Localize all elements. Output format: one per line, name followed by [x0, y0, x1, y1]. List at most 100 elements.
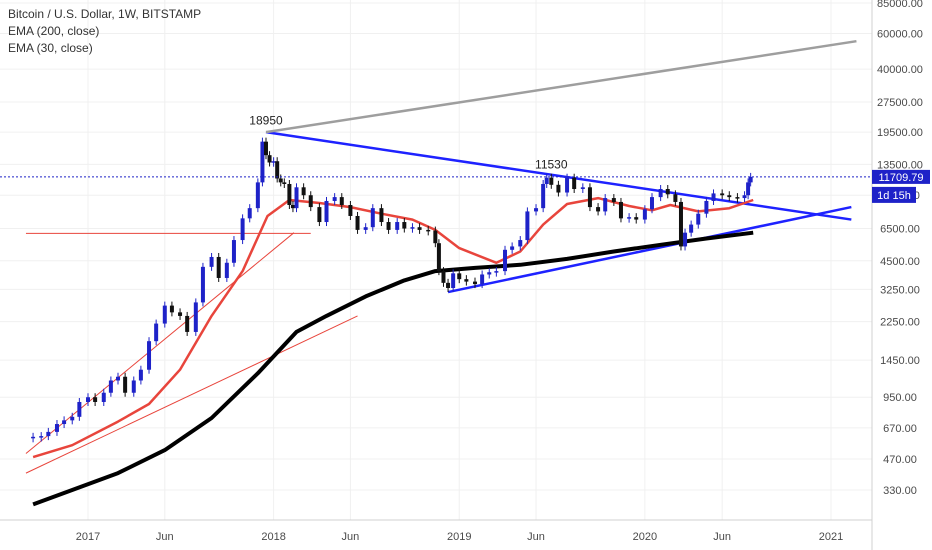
- candle: [746, 178, 751, 200]
- candle: [596, 203, 601, 216]
- candle-body: [178, 312, 183, 316]
- candle: [544, 173, 549, 188]
- candle-body: [649, 197, 654, 210]
- candle: [93, 393, 98, 406]
- candle: [240, 214, 245, 245]
- candle: [603, 194, 608, 216]
- candle: [683, 228, 688, 251]
- candle-body: [683, 232, 688, 247]
- candle: [131, 376, 136, 397]
- candle-body: [370, 208, 375, 228]
- candle: [611, 194, 616, 206]
- candle-body: [525, 211, 530, 241]
- candle: [200, 262, 205, 307]
- candle-body: [200, 266, 205, 303]
- candle-body: [634, 217, 639, 220]
- candle: [363, 223, 368, 234]
- candle-body: [742, 195, 747, 199]
- candle: [426, 225, 431, 236]
- candle: [711, 189, 716, 205]
- candle-body: [231, 240, 236, 263]
- candle: [587, 183, 592, 212]
- y-tick-label: 470.00: [883, 454, 917, 466]
- candle: [727, 191, 732, 202]
- candle: [541, 179, 546, 213]
- trendline: [265, 130, 852, 221]
- candle: [193, 298, 198, 336]
- y-tick-label: 3250.00: [880, 284, 920, 296]
- price-annotation: 18950: [249, 114, 283, 128]
- candle-body: [402, 222, 407, 229]
- candle-body: [271, 161, 276, 163]
- candle: [742, 191, 747, 203]
- candle-body: [549, 177, 554, 185]
- candle-body: [518, 240, 523, 247]
- candle: [123, 372, 128, 397]
- candle: [271, 157, 276, 167]
- candle: [324, 196, 329, 227]
- trendline: [265, 39, 857, 134]
- ema30-legend[interactable]: EMA (30, close): [8, 41, 93, 55]
- candle-body: [290, 204, 295, 209]
- candle-body: [748, 176, 753, 183]
- candle-body: [162, 305, 167, 324]
- candle: [386, 218, 391, 234]
- candle: [572, 173, 577, 194]
- candle: [748, 172, 753, 187]
- y-tick-label: 13500.00: [877, 159, 923, 171]
- candle: [260, 137, 265, 187]
- candle-body: [62, 420, 67, 425]
- candle: [735, 193, 740, 203]
- candle-body: [673, 194, 678, 202]
- candle: [436, 239, 441, 276]
- candle-body: [426, 229, 431, 232]
- candle: [464, 275, 469, 286]
- candle: [627, 213, 632, 223]
- candle-body: [510, 246, 515, 250]
- candle-body: [665, 189, 670, 195]
- candle: [665, 185, 670, 199]
- ema200-legend[interactable]: EMA (200, close): [8, 24, 100, 38]
- candle: [518, 236, 523, 251]
- symbol-title[interactable]: Bitcoin / U.S. Dollar, 1W, BITSTAMP: [8, 7, 202, 21]
- ema-30-line: [32, 196, 754, 459]
- candle: [31, 432, 36, 443]
- candle: [301, 183, 306, 200]
- candle: [278, 174, 283, 187]
- candle-body: [46, 431, 51, 437]
- candle-body: [324, 200, 329, 223]
- candle-body: [658, 189, 663, 198]
- candle-body: [348, 204, 353, 216]
- candle: [473, 277, 478, 289]
- candle: [332, 193, 337, 205]
- candle-body: [379, 208, 384, 223]
- price-annotation: 11530: [535, 157, 568, 171]
- candle: [417, 223, 422, 234]
- candle-body: [544, 177, 549, 184]
- trendline: [447, 205, 852, 294]
- candle: [216, 252, 221, 282]
- candle: [138, 365, 143, 385]
- candle: [263, 137, 268, 160]
- candle-body: [317, 207, 322, 223]
- candle: [410, 223, 415, 233]
- y-tick-label: 330.00: [883, 485, 917, 497]
- candle: [39, 432, 44, 442]
- candle-body: [263, 141, 268, 156]
- y-tick-label: 670.00: [883, 423, 917, 435]
- candle-body: [332, 197, 337, 201]
- y-axis[interactable]: 85000.00 60000.00 40000.00 27500.00 19500.00…: [871, 0, 932, 550]
- candle: [282, 178, 287, 188]
- candle-body: [260, 141, 265, 183]
- candle-body: [618, 201, 623, 219]
- x-axis[interactable]: 2017 Jun 2018 Jun 2019 Jun 2020 Jun 2021: [0, 519, 872, 543]
- candle-body: [86, 397, 90, 402]
- candle-body: [696, 213, 701, 225]
- candle: [556, 180, 561, 197]
- candle-body: [54, 424, 59, 432]
- x-tick-label: 2018: [261, 531, 285, 543]
- candle-body: [464, 279, 469, 282]
- candle: [287, 179, 292, 209]
- candle: [162, 301, 167, 328]
